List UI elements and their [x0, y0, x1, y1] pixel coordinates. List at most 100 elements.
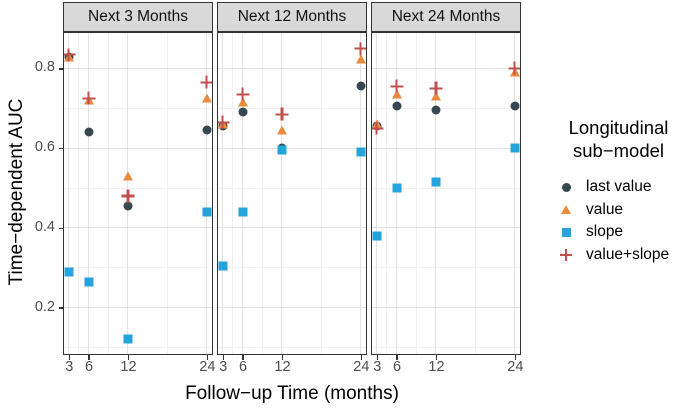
- gridline-major-h: [64, 67, 212, 69]
- gridline-major-h: [372, 307, 520, 309]
- gridline-major-h: [372, 147, 520, 149]
- x-tick-mark: [88, 355, 90, 360]
- legend-items: last value value slope value+slope: [552, 176, 685, 266]
- gridline-minor-h: [218, 107, 366, 109]
- panel: [217, 32, 367, 355]
- y-tick-mark: [58, 227, 63, 230]
- y-tick-label: 0.6: [34, 139, 55, 156]
- gridline-minor-v: [386, 33, 388, 354]
- x-tick-label: 3: [65, 359, 74, 375]
- legend-item-label: value+slope: [586, 245, 670, 263]
- marker-last-value: [238, 107, 248, 117]
- marker-value-slope: [275, 107, 289, 121]
- gridline-major-v: [222, 33, 224, 354]
- x-tick-label: 6: [84, 359, 94, 375]
- x-tick-mark: [396, 355, 398, 360]
- legend-item: slope: [552, 221, 685, 244]
- gridline-minor-h: [218, 187, 366, 189]
- gridline-major-h: [218, 67, 366, 69]
- legend-item-label: last value: [586, 178, 652, 196]
- marker-slope: [356, 147, 366, 157]
- x-tick-mark: [281, 355, 284, 360]
- legend: Longitudinal sub−model last value value sl…: [552, 116, 685, 266]
- marker-value: [355, 54, 366, 63]
- gridline-minor-h: [372, 187, 520, 189]
- gridline-major-h: [64, 147, 212, 149]
- gridline-major-v: [206, 33, 208, 354]
- y-tick-mark: [58, 307, 63, 309]
- y-tick-label: 0.2: [34, 298, 55, 315]
- facet-strip: Next 3 Months: [63, 2, 213, 32]
- gridline-minor-h: [64, 107, 212, 109]
- gridline-minor-h: [218, 267, 366, 269]
- marker-value: [122, 171, 133, 181]
- x-tick-label: 12: [274, 359, 291, 375]
- x-tick-label: 12: [120, 359, 137, 375]
- marker-value: [391, 89, 402, 99]
- legend-item-label: value: [586, 200, 624, 218]
- x-tick-label: 6: [238, 359, 248, 375]
- marker-value: [430, 91, 441, 101]
- x-axis-title: Follow−up Time (months): [185, 383, 399, 404]
- gridline-major-h: [372, 227, 520, 229]
- marker-last-value: [431, 105, 441, 115]
- legend-item: last value: [552, 176, 685, 199]
- y-tick-mark: [58, 68, 63, 70]
- gridline-minor-h: [372, 267, 520, 269]
- marker-slope: [392, 183, 402, 193]
- marker-last-value: [356, 81, 366, 91]
- square-icon: [561, 227, 571, 237]
- plus-icon: [560, 248, 572, 261]
- x-tick-mark: [376, 355, 379, 360]
- x-tick-mark: [242, 355, 244, 360]
- marker-value-slope: [121, 189, 135, 203]
- gridline-minor-h: [64, 267, 212, 269]
- x-tick-label: 24: [353, 359, 370, 375]
- circle-icon: [561, 182, 571, 192]
- marker-value: [276, 125, 287, 135]
- legend-item: value+slope: [552, 244, 685, 267]
- marker-value-slope: [372, 121, 384, 135]
- panel: [371, 32, 521, 355]
- gridline-major-v: [360, 33, 362, 354]
- marker-last-value: [202, 125, 212, 135]
- facet-strip-label: Next 3 Months: [88, 8, 188, 25]
- gridline-major-v: [376, 33, 378, 354]
- gridline-minor-h: [64, 346, 212, 348]
- gridline-minor-v: [474, 33, 476, 354]
- gridline-major-h: [64, 227, 212, 229]
- marker-last-value: [392, 101, 402, 111]
- gridline-major-h: [218, 227, 366, 229]
- marker-slope: [218, 261, 228, 271]
- legend-item-label: slope: [586, 223, 624, 241]
- marker-slope: [123, 334, 133, 344]
- x-tick-label: 24: [199, 359, 216, 375]
- triangle-icon: [561, 205, 571, 215]
- marker-value: [201, 93, 212, 103]
- legend-marker: [559, 203, 573, 217]
- legend-title-line1: Longitudinal: [568, 117, 669, 138]
- marker-value-slope: [64, 48, 76, 62]
- marker-slope: [202, 207, 212, 217]
- marker-last-value: [84, 127, 94, 137]
- gridline-minor-v: [415, 33, 417, 354]
- facet-strip-label: Next 24 Months: [391, 8, 501, 25]
- gridline-minor-v: [320, 33, 322, 354]
- legend-title: Longitudinal sub−model: [552, 116, 685, 162]
- y-tick-label: 0.4: [34, 218, 55, 235]
- panel: [63, 32, 213, 355]
- gridline-major-v: [68, 33, 70, 354]
- gridline-major-v: [435, 33, 437, 354]
- gridline-minor-v: [78, 33, 80, 354]
- gridline-major-v: [514, 33, 516, 354]
- marker-slope: [510, 143, 520, 153]
- x-tick-label: 6: [392, 359, 402, 375]
- marker-slope: [372, 231, 382, 241]
- legend-item: value: [552, 199, 685, 222]
- x-tick-mark: [435, 355, 438, 360]
- x-tick-label: 12: [428, 359, 445, 375]
- gridline-major-h: [64, 307, 212, 309]
- x-tick-label: 24: [507, 359, 524, 375]
- gridline-minor-h: [218, 346, 366, 348]
